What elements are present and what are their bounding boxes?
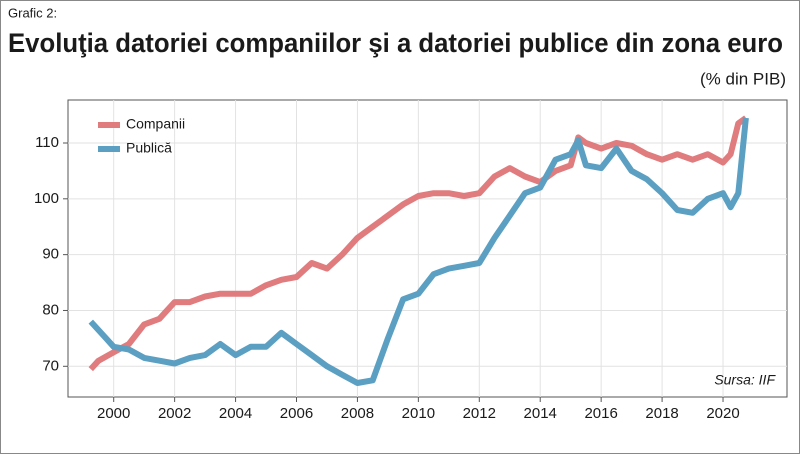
x-tick-label: 2016 — [584, 405, 617, 422]
x-tick-label: 2010 — [402, 405, 435, 422]
plot-area: 70 80 90 100 110 2000 2002 2004 2006 2008 2010 2012… — [34, 99, 788, 422]
x-tick-label: 2020 — [706, 405, 739, 422]
x-tick-label: 2014 — [524, 405, 557, 422]
chart-label: Grafic 2: — [8, 5, 57, 20]
x-tick-label: 2008 — [341, 405, 374, 422]
y-tick-label: 90 — [42, 246, 59, 263]
line-series — [88, 115, 748, 372]
y-tick-label: 80 — [42, 301, 59, 318]
x-tick-label: 2012 — [463, 405, 496, 422]
chart-subtitle: (% din PIB) — [700, 69, 786, 88]
annotation: Sursa: IIF — [714, 372, 776, 388]
legend-label: Companii — [126, 116, 185, 132]
y-tick-label: 70 — [42, 357, 59, 374]
y-tick-label: 100 — [34, 190, 59, 207]
x-tick-label: 2002 — [158, 405, 191, 422]
legend-label: Publică — [126, 140, 172, 156]
chart-title: Evoluţia datoriei companiilor şi a dator… — [8, 28, 783, 58]
x-tick-label: 2006 — [280, 405, 313, 422]
line-series — [88, 117, 749, 386]
x-tick-label: 2018 — [645, 405, 678, 422]
y-tick-label: 110 — [35, 134, 59, 151]
x-tick-label: 2000 — [97, 405, 130, 422]
x-tick-label: 2004 — [219, 405, 252, 422]
plot-background — [67, 99, 788, 398]
